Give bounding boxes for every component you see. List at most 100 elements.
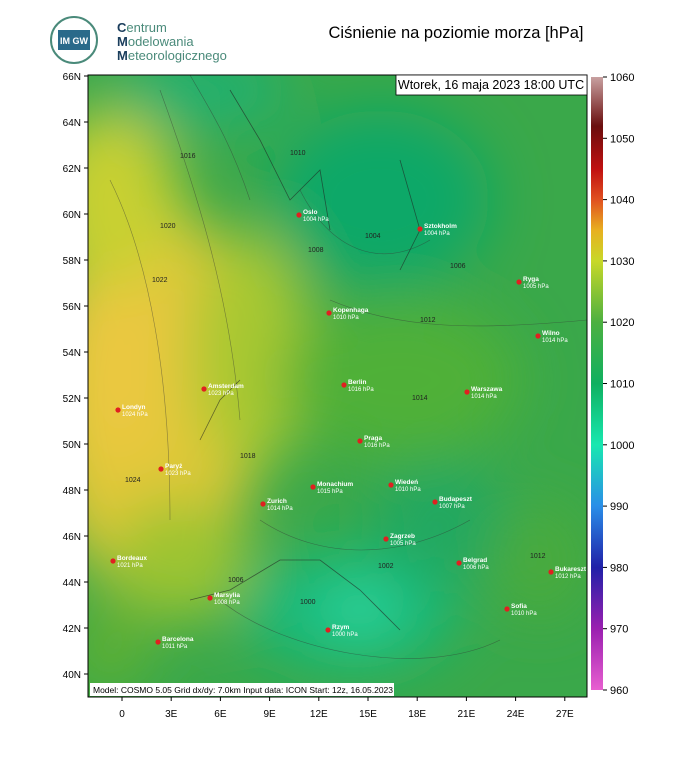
- city-marker: [357, 438, 363, 444]
- city-marker: [504, 606, 510, 612]
- isobar-label: 1006: [228, 577, 244, 584]
- city-name: Rzym: [332, 624, 350, 631]
- lat-label: 50N: [63, 440, 81, 451]
- isobar-label: 1024: [125, 477, 141, 484]
- colorbar-label: 1050: [610, 133, 634, 145]
- city-marker: [296, 212, 302, 218]
- city-pressure: 1010 hPa: [395, 487, 421, 493]
- city-name: Berlin: [348, 379, 366, 386]
- city-pressure: 1005 hPa: [390, 541, 416, 547]
- isobar-label: 1012: [530, 553, 546, 560]
- city-marker: [548, 569, 554, 575]
- city-marker: [260, 501, 266, 507]
- city-marker: [310, 484, 316, 490]
- isobar-label: 1014: [412, 395, 428, 402]
- city-name: Praga: [364, 435, 382, 442]
- city-name: Warszawa: [471, 386, 503, 393]
- city-name: Ryga: [523, 276, 539, 283]
- colorbar: [591, 77, 603, 690]
- isobar-label: 1002: [378, 563, 394, 570]
- lon-label: 21E: [458, 709, 476, 720]
- isobar-label: 1022: [152, 277, 168, 284]
- city-pressure: 1015 hPa: [317, 489, 343, 495]
- city-pressure: 1023 hPa: [165, 471, 191, 477]
- city-marker: [201, 386, 207, 392]
- colorbar-label: 960: [610, 685, 628, 697]
- lat-label: 54N: [63, 348, 81, 359]
- lat-label: 56N: [63, 302, 81, 313]
- footer-box: [90, 683, 394, 696]
- org-line: Modelowania: [117, 34, 194, 49]
- lat-label: 66N: [63, 72, 81, 83]
- colorbar-label: 1020: [610, 317, 634, 329]
- city-pressure: 1014 hPa: [542, 338, 568, 344]
- city-pressure: 1007 hPa: [439, 504, 465, 510]
- lon-label: 15E: [359, 709, 377, 720]
- lon-label: 24E: [507, 709, 525, 720]
- isobar-label: 1008: [308, 247, 324, 254]
- city-name: Oslo: [303, 209, 317, 216]
- isobar-label: 1006: [450, 263, 466, 270]
- city-name: Belgrad: [463, 557, 487, 564]
- model-info: Model: COSMO 5.05 Grid dx/dy: 7.0km Inpu…: [93, 685, 393, 695]
- city-pressure: 1014 hPa: [471, 394, 497, 400]
- city-pressure: 1012 hPa: [555, 574, 581, 580]
- city-name: Budapeszt: [439, 496, 473, 503]
- city-name: Zurich: [267, 498, 287, 505]
- colorbar-label: 970: [610, 624, 628, 636]
- city-pressure: 1004 hPa: [424, 231, 450, 237]
- logo-box: [58, 30, 90, 50]
- city-name: Monachium: [317, 481, 353, 488]
- city-name: Marsylia: [214, 592, 240, 599]
- colorbar-label: 1030: [610, 256, 634, 268]
- city-pressure: 1011 hPa: [162, 644, 188, 650]
- lat-label: 52N: [63, 394, 81, 405]
- org-line: Centrum: [117, 20, 167, 35]
- city-marker: [388, 482, 394, 488]
- lat-label: 40N: [63, 670, 81, 681]
- city-name: Wiedeń: [395, 479, 418, 486]
- city-marker: [207, 595, 213, 601]
- lon-label: 0: [119, 709, 125, 720]
- city-pressure: 1000 hPa: [332, 632, 358, 638]
- lon-label: 9E: [263, 709, 276, 720]
- lat-label: 48N: [63, 486, 81, 497]
- lon-label: 3E: [165, 709, 178, 720]
- city-marker: [432, 499, 438, 505]
- city-marker: [115, 407, 121, 413]
- city-name: Wilno: [542, 330, 560, 337]
- city-marker: [464, 389, 470, 395]
- city-marker: [110, 558, 116, 564]
- title: Ciśnienie na poziomie morza [hPa]: [329, 24, 584, 42]
- lon-label: 6E: [214, 709, 227, 720]
- city-name: Londyn: [122, 404, 145, 411]
- city-name: Zagrzeb: [390, 533, 415, 540]
- city-name: Amsterdam: [208, 383, 244, 390]
- city-pressure: 1008 hPa: [214, 600, 240, 606]
- isobar-label: 1012: [420, 317, 436, 324]
- map-frame: [87, 74, 588, 698]
- lat-label: 44N: [63, 578, 81, 589]
- lat-label: 64N: [63, 118, 81, 129]
- city-pressure: 1023 hPa: [208, 391, 234, 397]
- lon-label: 27E: [556, 709, 574, 720]
- city-marker: [155, 639, 161, 645]
- city-marker: [383, 536, 389, 542]
- colorbar-label: 990: [610, 501, 628, 513]
- city-marker: [325, 627, 331, 633]
- city-marker: [326, 310, 332, 316]
- city-name: Kopenhaga: [333, 307, 369, 314]
- city-pressure: 1006 hPa: [463, 565, 489, 571]
- city-name: Bukareszt: [555, 566, 587, 573]
- colorbar-label: 1060: [610, 72, 634, 84]
- city-marker: [535, 333, 541, 339]
- city-marker: [417, 226, 423, 232]
- city-name: Bordeaux: [117, 555, 147, 562]
- city-marker: [456, 560, 462, 566]
- isobar-label: 1018: [240, 453, 256, 460]
- colorbar-label: 1000: [610, 440, 634, 452]
- colorbar-label: 980: [610, 562, 628, 574]
- city-pressure: 1016 hPa: [364, 443, 390, 449]
- city-marker: [158, 466, 164, 472]
